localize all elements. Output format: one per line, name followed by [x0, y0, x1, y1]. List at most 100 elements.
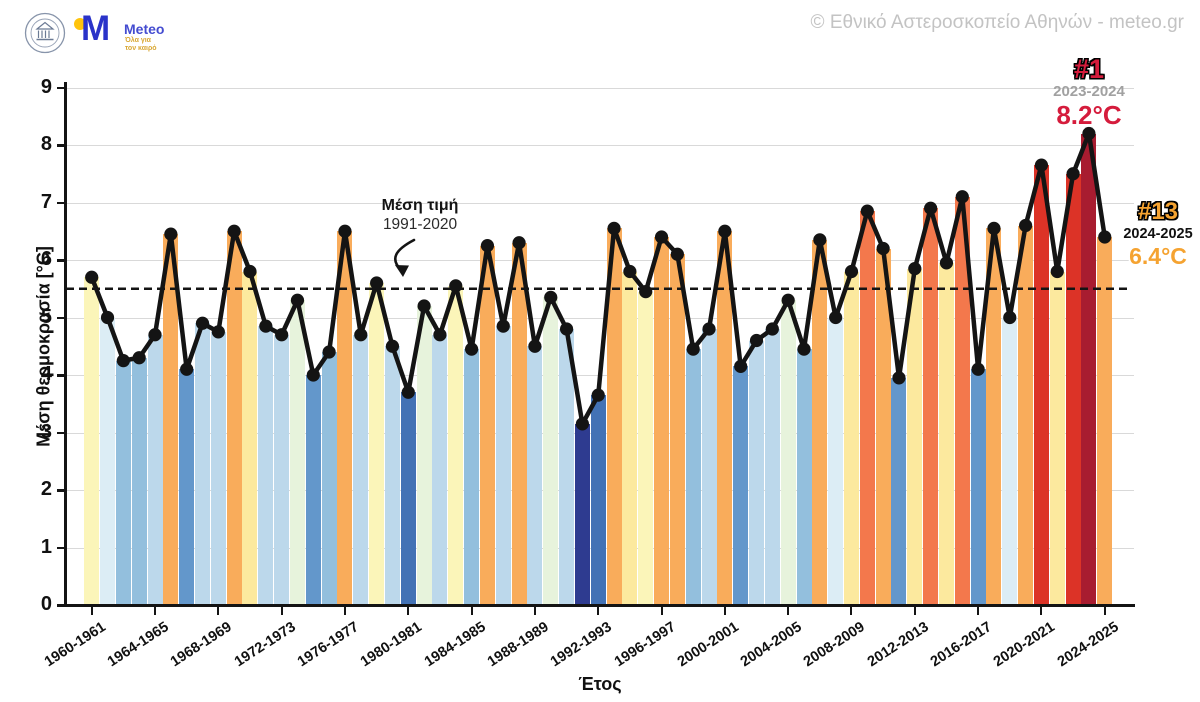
rank13-season: 2024-2025: [1123, 226, 1193, 242]
x-axis-line: [63, 604, 1135, 607]
bar-1972-1973: [274, 334, 290, 605]
bar-1994-1995: [622, 271, 638, 605]
rank1-season: 2023-2024: [1053, 83, 1125, 100]
x-tick-1972-1973: [280, 606, 283, 615]
bar-2016-2017: [970, 369, 986, 605]
bar-1992-1993: [590, 395, 606, 605]
annotation-mean-value: Μέση τιμή 1991-2020: [360, 196, 480, 235]
bar-1969-1970: [226, 231, 242, 605]
bar-1980-1981: [400, 392, 416, 605]
meteo-brand-name: Meteo: [124, 21, 165, 37]
bar-1976-1977: [337, 231, 353, 605]
bar-2004-2005: [780, 300, 796, 605]
bar-1984-1985: [464, 349, 480, 605]
y-tick-label-5: 5: [40, 305, 52, 328]
bar-2009-2010: [859, 211, 875, 605]
y-tick-label-7: 7: [40, 190, 52, 213]
x-tick-label-1996-1997: 1996-1997: [611, 619, 679, 671]
bar-1993-1994: [606, 228, 622, 605]
bar-1965-1966: [163, 234, 179, 605]
x-tick-label-1992-1993: 1992-1993: [548, 619, 615, 671]
x-tick-2024-2025: [1103, 606, 1106, 615]
bar-1996-1997: [654, 237, 670, 605]
x-tick-label-1960-1961: 1960-1961: [41, 619, 109, 671]
y-tick-label-0: 0: [40, 593, 52, 615]
x-tick-label-1964-1965: 1964-1965: [104, 619, 172, 671]
bar-1963-1964: [131, 357, 147, 605]
x-tick-1968-1969: [217, 606, 220, 615]
bar-1983-1984: [448, 285, 464, 605]
bar-1991-1992: [574, 423, 590, 605]
x-tick-1996-1997: [660, 606, 663, 615]
bar-2005-2006: [796, 349, 812, 605]
mean-label-line1: Μέση τιμή: [381, 197, 459, 214]
bar-2001-2002: [733, 366, 749, 605]
bar-1973-1974: [289, 300, 305, 605]
bar-2018-2019: [1002, 317, 1018, 605]
bar-2021-2022: [1049, 271, 1065, 605]
x-tick-1988-1989: [533, 606, 536, 615]
x-tick-1976-1977: [343, 606, 346, 615]
rank1-value: 8.2°C: [1056, 100, 1122, 130]
bar-1975-1976: [321, 352, 337, 605]
bar-2017-2018: [986, 228, 1002, 605]
x-tick-1980-1981: [407, 606, 410, 615]
bar-1964-1965: [147, 334, 163, 605]
bar-2008-2009: [843, 271, 859, 605]
mean-annotation-arrow-icon: [393, 238, 416, 272]
x-tick-label-1988-1989: 1988-1989: [484, 619, 552, 671]
bar-2012-2013: [907, 268, 923, 605]
bar-2023-2024: [1081, 133, 1097, 605]
bar-2006-2007: [812, 239, 828, 605]
bar-1978-1979: [369, 283, 385, 605]
x-tick-label-1976-1977: 1976-1977: [294, 619, 362, 671]
y-tick-9: [57, 86, 65, 89]
meteo-logo-m-icon: M: [81, 9, 111, 48]
bar-2002-2003: [749, 340, 765, 605]
bar-2022-2023: [1065, 173, 1081, 605]
bar-1987-1988: [511, 242, 527, 605]
x-tick-1992-1993: [597, 606, 600, 615]
y-tick-8: [57, 144, 65, 147]
y-tick-4: [57, 374, 65, 377]
mean-annotation-arrowhead-icon: [395, 265, 409, 277]
meteo-tagline-line2: τον καιρό: [125, 45, 157, 52]
meteo-logo: M Meteo Όλα για τον καιρό: [74, 9, 194, 55]
bar-2015-2016: [954, 196, 970, 605]
mean-label-line2: 1991-2020: [382, 216, 458, 233]
bar-1989-1990: [543, 297, 559, 605]
annotation-rank1: #1 2023-2024 8.2°C: [1027, 56, 1151, 130]
x-tick-2000-2001: [723, 606, 726, 615]
x-tick-1960-1961: [90, 606, 93, 615]
x-tick-label-2008-2009: 2008-2009: [801, 619, 869, 671]
x-tick-2016-2017: [977, 606, 980, 615]
x-tick-1964-1965: [154, 606, 157, 615]
noa-observatory-seal-icon: [24, 12, 66, 54]
x-tick-label-2000-2001: 2000-2001: [674, 619, 742, 671]
bar-1962-1963: [115, 360, 131, 605]
y-tick-label-6: 6: [40, 248, 52, 270]
y-tick-2: [57, 489, 65, 492]
x-tick-label-2012-2013: 2012-2013: [864, 619, 932, 671]
bar-1986-1987: [495, 326, 511, 605]
gridline-9: [66, 87, 1134, 89]
bar-2024-2025: [1097, 237, 1113, 605]
bar-1999-2000: [701, 329, 717, 605]
bar-1977-1978: [353, 334, 369, 605]
x-tick-label-1968-1969: 1968-1969: [168, 619, 236, 671]
rank13-value: 6.4°C: [1129, 243, 1187, 269]
bar-1960-1961: [84, 277, 100, 605]
annotation-rank13: #13 2024-2025 6.4°C: [1112, 200, 1200, 269]
y-tick-label-4: 4: [40, 363, 52, 385]
bar-1998-1999: [685, 349, 701, 605]
bar-2007-2008: [828, 317, 844, 605]
x-tick-label-1980-1981: 1980-1981: [358, 619, 425, 671]
bar-2020-2021: [1033, 165, 1049, 605]
bar-1990-1991: [559, 329, 575, 605]
y-tick-0: [57, 604, 65, 607]
gridline-8: [66, 145, 1134, 146]
bar-2010-2011: [875, 248, 891, 605]
meteo-logo-dot-icon: [74, 18, 86, 30]
x-tick-label-1972-1973: 1972-1973: [231, 619, 299, 671]
